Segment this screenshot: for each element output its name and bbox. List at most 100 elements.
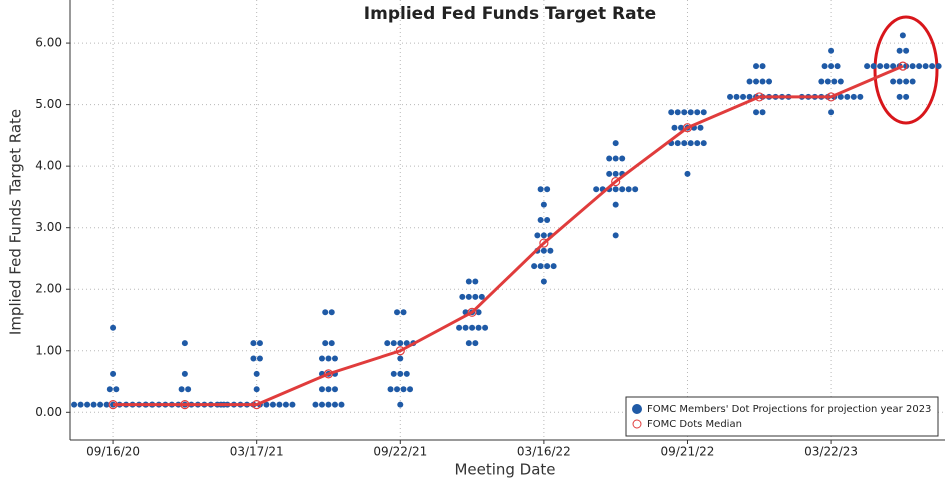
highlight-ellipse bbox=[873, 15, 939, 125]
dot bbox=[547, 247, 554, 254]
dot bbox=[390, 370, 397, 377]
dot bbox=[478, 293, 485, 300]
dot bbox=[90, 401, 97, 408]
dot bbox=[837, 93, 844, 100]
median-marker bbox=[180, 400, 190, 410]
dot bbox=[612, 170, 619, 177]
dot bbox=[472, 293, 479, 300]
dot bbox=[632, 186, 639, 193]
dot bbox=[544, 217, 551, 223]
dot bbox=[899, 32, 906, 39]
dot bbox=[870, 63, 877, 70]
dot bbox=[462, 324, 469, 331]
dot bbox=[250, 340, 257, 347]
dot bbox=[250, 355, 257, 362]
median-marker bbox=[754, 92, 764, 102]
median-marker bbox=[323, 369, 334, 379]
x-tick-label: 03/17/21 bbox=[230, 445, 284, 459]
dot bbox=[276, 401, 283, 408]
dot bbox=[687, 109, 694, 116]
dot bbox=[400, 386, 407, 393]
dot bbox=[544, 263, 551, 270]
dot bbox=[727, 93, 734, 100]
legend-label: FOMC Dots Median bbox=[647, 419, 742, 430]
dot bbox=[113, 386, 120, 393]
x-tick-label: 09/22/21 bbox=[373, 445, 427, 459]
dot bbox=[733, 93, 740, 100]
dot bbox=[456, 324, 463, 331]
dot bbox=[687, 140, 694, 147]
dot bbox=[922, 63, 929, 70]
dot bbox=[753, 63, 760, 70]
dot bbox=[674, 140, 681, 147]
legend-swatch bbox=[632, 404, 642, 414]
dot bbox=[612, 201, 619, 208]
dot bbox=[677, 124, 684, 131]
dot bbox=[540, 278, 547, 285]
dot bbox=[828, 47, 835, 54]
dot bbox=[331, 386, 338, 393]
legend-swatch bbox=[632, 419, 642, 429]
dot bbox=[185, 386, 192, 393]
dot bbox=[282, 401, 289, 408]
dot bbox=[400, 309, 407, 316]
y-axis-label: Implied Fed Funds Target Rate bbox=[7, 109, 25, 335]
dot bbox=[403, 340, 410, 347]
dot bbox=[619, 155, 626, 162]
median-marker bbox=[682, 123, 693, 133]
dot bbox=[606, 155, 613, 162]
dot bbox=[540, 247, 547, 254]
dot bbox=[322, 340, 329, 347]
dot bbox=[537, 217, 544, 223]
dot bbox=[84, 401, 91, 408]
dot bbox=[903, 78, 910, 85]
dot bbox=[318, 355, 325, 362]
dot bbox=[935, 63, 942, 70]
dot bbox=[394, 309, 401, 316]
dot bbox=[469, 324, 476, 331]
dot bbox=[903, 63, 910, 70]
dot bbox=[328, 340, 335, 347]
dot bbox=[328, 309, 335, 316]
dot bbox=[890, 63, 897, 70]
y-tick-label: 1.00 bbox=[35, 343, 62, 357]
dot bbox=[475, 324, 482, 331]
dot bbox=[883, 63, 890, 70]
dot bbox=[916, 63, 923, 70]
dot bbox=[77, 401, 84, 408]
dot bbox=[263, 401, 270, 408]
x-axis-label: Meeting Date bbox=[454, 461, 555, 479]
dot bbox=[896, 78, 903, 85]
median-marker bbox=[108, 400, 118, 410]
dot bbox=[681, 109, 688, 116]
dot bbox=[534, 232, 541, 239]
dot bbox=[834, 63, 841, 70]
median-marker bbox=[898, 61, 908, 71]
dot bbox=[909, 78, 916, 85]
dot bbox=[700, 140, 707, 147]
dot bbox=[178, 386, 185, 393]
dot bbox=[338, 401, 345, 408]
dot bbox=[465, 278, 472, 285]
dot bbox=[110, 370, 117, 377]
dot bbox=[472, 278, 479, 285]
median-marker bbox=[539, 238, 549, 248]
dot bbox=[459, 293, 466, 300]
dot bbox=[537, 186, 544, 193]
dot bbox=[828, 109, 835, 116]
dot bbox=[397, 401, 404, 408]
y-tick-label: 5.00 bbox=[35, 97, 62, 111]
median-marker bbox=[467, 307, 477, 317]
dot bbox=[110, 324, 117, 331]
dot bbox=[668, 109, 675, 116]
dot bbox=[482, 324, 489, 331]
dot bbox=[896, 47, 903, 54]
dot bbox=[397, 340, 404, 347]
dot bbox=[544, 186, 551, 193]
dot bbox=[850, 93, 857, 100]
dot bbox=[612, 155, 619, 162]
dot bbox=[465, 340, 472, 347]
y-tick-label: 3.00 bbox=[35, 220, 62, 234]
dot bbox=[397, 355, 404, 362]
dot bbox=[390, 340, 397, 347]
